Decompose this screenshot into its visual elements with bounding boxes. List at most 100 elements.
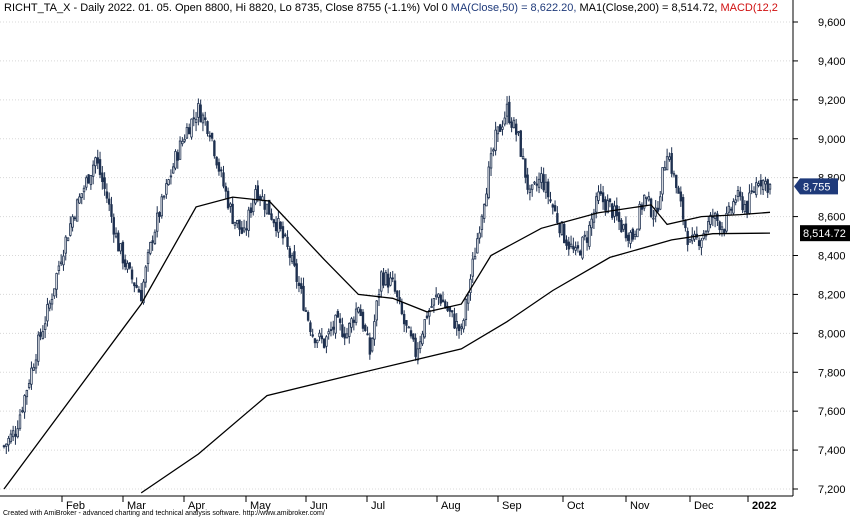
- candle-body: [158, 212, 161, 218]
- candle-body: [684, 219, 687, 229]
- candle-body: [659, 196, 662, 210]
- candle-body: [236, 220, 239, 225]
- candle-body: [69, 223, 72, 236]
- candle-body: [252, 199, 255, 213]
- candle-body: [563, 223, 566, 244]
- candle-body: [87, 174, 90, 184]
- candle-body: [238, 219, 241, 230]
- candle-body: [295, 263, 298, 282]
- candle-body: [665, 156, 669, 171]
- candle-body: [176, 152, 179, 161]
- candle-body: [745, 201, 749, 214]
- candle-body: [366, 333, 369, 336]
- candle-body: [80, 193, 83, 198]
- candle-body: [542, 174, 545, 191]
- candle-body: [414, 337, 417, 357]
- candle-body: [16, 428, 19, 438]
- candle-body: [359, 309, 362, 317]
- candle-body: [7, 437, 10, 446]
- candle-body: [707, 221, 710, 232]
- candle-body: [224, 186, 227, 192]
- x-tick-label: Feb: [66, 500, 85, 512]
- candle-body: [320, 335, 324, 340]
- candle-body: [279, 221, 282, 229]
- candle-body: [18, 414, 22, 429]
- candle-body: [322, 338, 326, 348]
- candle-body: [245, 228, 248, 231]
- candle-body: [265, 203, 269, 214]
- candle-body: [43, 323, 47, 330]
- candle-body: [448, 306, 452, 312]
- candle-body: [638, 203, 641, 230]
- candle-body: [478, 232, 481, 239]
- candle-body: [466, 294, 470, 304]
- candle-body: [457, 324, 461, 332]
- candle-body: [231, 203, 234, 224]
- candle-body: [130, 269, 134, 280]
- candle-body: [153, 231, 157, 244]
- x-tick-label: Dec: [694, 500, 714, 512]
- ma50-line: [3, 196, 771, 490]
- candle-body: [313, 338, 317, 344]
- candle-body: [402, 313, 406, 325]
- candle-body: [606, 200, 609, 214]
- candle-body: [425, 315, 429, 319]
- candle-body: [723, 229, 726, 234]
- candle-body: [482, 204, 486, 219]
- candle-body: [631, 228, 635, 240]
- y-tick-label: 7,400: [818, 445, 846, 457]
- candle-body: [300, 283, 303, 289]
- candle-body: [471, 258, 474, 277]
- y-tick-label: 8,400: [818, 251, 846, 263]
- candle-body: [629, 232, 632, 244]
- candle-body: [697, 240, 701, 246]
- candle-body: [112, 217, 115, 235]
- candle-body: [46, 304, 49, 322]
- candle-body: [412, 333, 415, 340]
- candle-body: [739, 191, 742, 197]
- candle-body: [304, 310, 308, 312]
- candle-body: [647, 196, 651, 201]
- candle-body: [325, 336, 328, 347]
- candle-body: [444, 301, 447, 308]
- candle-body: [524, 158, 527, 178]
- candle-body: [181, 140, 184, 145]
- candle-body: [217, 162, 221, 172]
- candle-body: [670, 153, 673, 174]
- candle-body: [553, 205, 557, 212]
- moving-averages: [3, 196, 771, 494]
- candle-body: [455, 321, 458, 329]
- candle-body: [409, 330, 413, 337]
- candle-body: [105, 191, 109, 199]
- candle-body: [249, 207, 253, 214]
- candle-body: [89, 174, 93, 186]
- candle-body: [485, 193, 488, 207]
- candle-body: [149, 242, 152, 254]
- candle-body: [741, 196, 744, 211]
- candle-body: [357, 307, 360, 313]
- candle-body: [652, 217, 655, 220]
- ticker-info: RICHT_TA_X - Daily 2022. 01. 05. Open 88…: [4, 2, 448, 14]
- x-tick-label: 2022: [752, 500, 776, 512]
- candle-body: [274, 221, 278, 232]
- candle-body: [512, 119, 516, 129]
- candle-body: [126, 262, 129, 270]
- candle-body: [508, 101, 511, 123]
- y-tick-label: 7,600: [818, 406, 846, 418]
- ma200-value-label: 8,514.72: [803, 228, 846, 240]
- candle-body: [354, 308, 358, 323]
- candle-body: [327, 331, 330, 335]
- candle-body: [169, 175, 173, 178]
- candle-body: [585, 237, 589, 243]
- candle-body: [208, 135, 211, 138]
- candle-body: [752, 191, 756, 193]
- candle-body: [604, 199, 607, 211]
- price-labels: 8,755 8,514.72: [794, 178, 850, 242]
- candle-body: [215, 156, 218, 166]
- y-tick-label: 7,800: [818, 367, 846, 379]
- candle-body: [487, 166, 490, 198]
- y-tick-label: 7,200: [818, 484, 846, 496]
- candle-body: [473, 255, 477, 260]
- candle-body: [110, 204, 113, 217]
